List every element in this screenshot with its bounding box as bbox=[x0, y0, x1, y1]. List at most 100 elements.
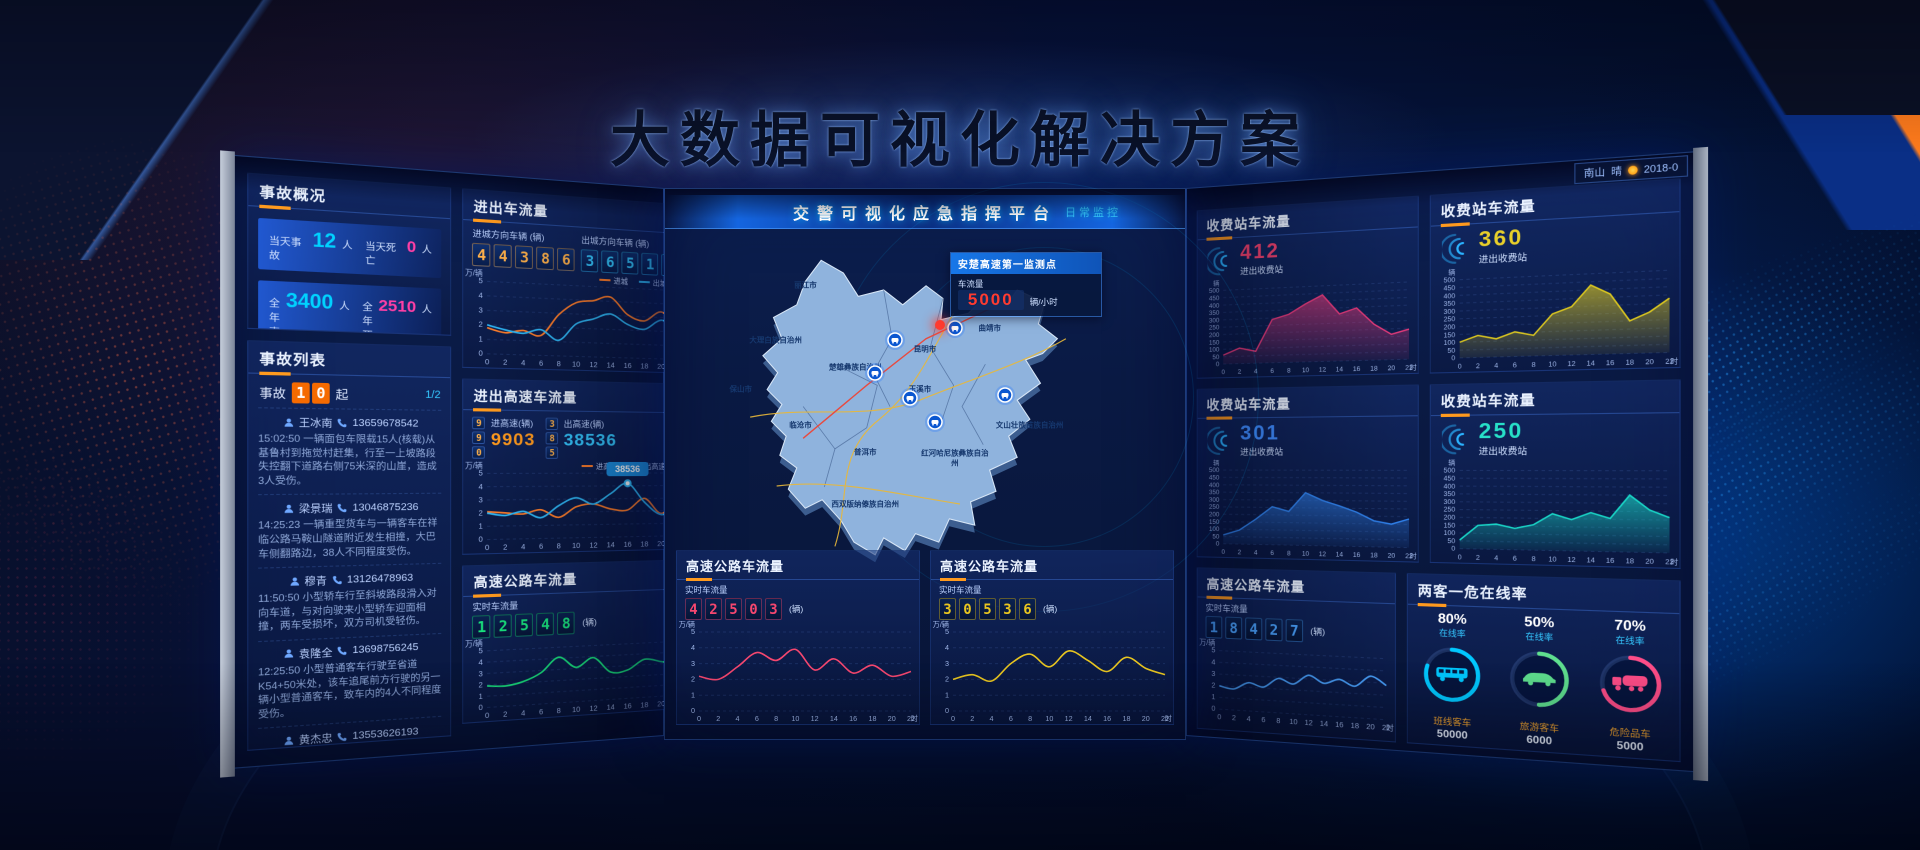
svg-text:12: 12 bbox=[811, 714, 819, 723]
svg-text:2: 2 bbox=[479, 321, 484, 329]
svg-text:4: 4 bbox=[945, 643, 949, 652]
svg-text:8: 8 bbox=[557, 708, 561, 716]
incident-point-marker[interactable] bbox=[934, 319, 945, 330]
svg-text:10: 10 bbox=[573, 361, 581, 369]
svg-text:14: 14 bbox=[1336, 552, 1344, 559]
accident-list-item[interactable]: 王冰南 13659678542 15:02:50 一辆面包车限载15人(核载)从… bbox=[258, 407, 442, 495]
accident-stat-row-year: 全年事故 3400 人 全年死亡 2510 人 bbox=[258, 280, 442, 336]
svg-text:6: 6 bbox=[1009, 714, 1013, 723]
svg-text:万/辆: 万/辆 bbox=[1199, 638, 1215, 648]
svg-text:4: 4 bbox=[990, 714, 994, 723]
svg-text:150: 150 bbox=[1444, 523, 1456, 530]
svg-text:5: 5 bbox=[479, 470, 484, 478]
gauge-vehicle-type: 旅游客车 bbox=[1519, 720, 1560, 735]
gauge-ring bbox=[1419, 641, 1486, 714]
svg-text:3: 3 bbox=[945, 659, 949, 668]
panel-title: 高速公路车流量 bbox=[1197, 568, 1395, 605]
accident-list-item[interactable]: 穆青 13126478963 11:50:50 小型轿车行至斜坡路段滑入对向车道… bbox=[258, 562, 442, 641]
police-map-marker[interactable] bbox=[899, 387, 921, 409]
police-map-marker[interactable] bbox=[884, 329, 906, 351]
accident-list-item[interactable]: 梁景瑞 13046875236 14:25:23 一辆重型货车与一辆客车在祥临公… bbox=[258, 493, 442, 568]
pagination[interactable]: 1/2 bbox=[425, 389, 441, 402]
police-map-marker[interactable] bbox=[994, 384, 1016, 406]
police-map-marker[interactable] bbox=[924, 411, 946, 433]
panel-highway-traffic-4: 高速公路车流量 实时车流量 1 8 4 2 7 (辆) 0 1 2 3 4 5 万/辆 0 2 4 6 8 10 1… bbox=[1196, 567, 1396, 743]
svg-text:1: 1 bbox=[1211, 694, 1215, 702]
sonar-icon bbox=[1442, 422, 1471, 456]
svg-text:0: 0 bbox=[691, 706, 695, 715]
svg-text:2: 2 bbox=[1232, 715, 1236, 723]
svg-text:3: 3 bbox=[1211, 671, 1215, 679]
svg-text:16: 16 bbox=[624, 703, 632, 711]
screen-edge-left bbox=[220, 150, 235, 778]
svg-text:4: 4 bbox=[1494, 556, 1499, 563]
svg-text:300: 300 bbox=[1444, 309, 1456, 316]
svg-text:0: 0 bbox=[1451, 356, 1456, 363]
highway-line-chart-4: 0 1 2 3 4 5 万/辆 0 2 4 6 8 10 12 14 16 18 20 22 时 bbox=[1198, 638, 1395, 742]
svg-text:2: 2 bbox=[504, 359, 508, 367]
svg-text:辆: 辆 bbox=[1448, 268, 1455, 277]
person-icon bbox=[284, 504, 294, 513]
svg-text:时: 时 bbox=[1410, 363, 1417, 372]
panel-toll-traffic: 收费站车流量 360 进出收费站 bbox=[1429, 178, 1681, 374]
svg-text:18: 18 bbox=[1370, 553, 1378, 560]
svg-text:3: 3 bbox=[691, 659, 695, 668]
svg-text:10: 10 bbox=[573, 543, 581, 551]
svg-text:18: 18 bbox=[1351, 722, 1360, 730]
svg-text:0: 0 bbox=[1458, 555, 1463, 562]
map-tooltip-title: 安楚高速第一监测点 bbox=[950, 253, 1101, 275]
gauge-sublabel: 在线率 bbox=[1438, 628, 1466, 639]
svg-text:8: 8 bbox=[1028, 714, 1032, 723]
accident-contact-name: 袁隆全 bbox=[298, 647, 333, 662]
panel-title: 事故概况 bbox=[248, 173, 451, 220]
svg-text:时: 时 bbox=[1670, 356, 1678, 366]
panel-highway-traffic-1: 高速公路车流量 实时车流量 1 2 5 4 8 (辆) 0 1 2 3 4 5 万/辆 0 2 4 6 8 10 1… bbox=[462, 559, 687, 724]
svg-text:0: 0 bbox=[485, 359, 490, 367]
svg-text:100: 100 bbox=[1444, 340, 1456, 347]
svg-text:6: 6 bbox=[539, 360, 543, 368]
svg-text:2: 2 bbox=[716, 714, 720, 723]
svg-text:0: 0 bbox=[479, 704, 484, 712]
gauge-vehicle-count: 5000 bbox=[1616, 739, 1644, 755]
svg-text:2: 2 bbox=[479, 682, 484, 690]
svg-text:4: 4 bbox=[522, 710, 526, 718]
svg-text:12: 12 bbox=[590, 542, 598, 550]
accident-description: 12:25:50 小型普通客车行驶至省道K54+50米处，该车追尾前方行驶的另一… bbox=[258, 658, 442, 720]
svg-text:38536: 38536 bbox=[616, 464, 641, 475]
panel-toll-traffic: 收费站车流量 250 进出收费站 bbox=[1429, 379, 1681, 570]
accident-list-item[interactable]: 袁隆全 13698756245 12:25:50 小型普通客车行驶至省道K54+… bbox=[258, 632, 442, 729]
phone-icon bbox=[338, 418, 347, 427]
svg-text:万/辆: 万/辆 bbox=[466, 461, 484, 471]
accident-description: 11:50:50 小型轿车行至斜坡路段滑入对向车道，与对向驶来小型轿车迎面相撞，… bbox=[258, 587, 437, 633]
svg-text:450: 450 bbox=[1444, 476, 1456, 483]
screen-edge-right bbox=[1693, 146, 1709, 782]
police-map-marker[interactable] bbox=[864, 362, 886, 384]
svg-text:18: 18 bbox=[1626, 360, 1635, 367]
svg-text:18: 18 bbox=[641, 541, 649, 549]
svg-text:12: 12 bbox=[1319, 552, 1327, 559]
svg-text:8: 8 bbox=[774, 714, 778, 723]
phone-icon bbox=[338, 647, 347, 656]
svg-text:2: 2 bbox=[945, 675, 949, 684]
stat-label: 当天死亡 bbox=[365, 240, 397, 267]
toll-count-label: 进出收费站 bbox=[1478, 445, 1528, 457]
svg-text:0: 0 bbox=[1217, 714, 1221, 722]
gauge-ring bbox=[1594, 649, 1667, 725]
svg-text:辆: 辆 bbox=[1448, 458, 1455, 467]
accident-stat-row-today: 当天事故 12 人 当天死亡 0 人 bbox=[258, 217, 442, 279]
svg-text:14: 14 bbox=[830, 714, 838, 723]
svg-text:400: 400 bbox=[1444, 484, 1456, 491]
svg-text:0: 0 bbox=[1211, 706, 1215, 714]
police-map-marker[interactable] bbox=[944, 317, 966, 339]
svg-text:8: 8 bbox=[1287, 551, 1291, 558]
svg-text:2: 2 bbox=[1238, 550, 1242, 556]
svg-text:12: 12 bbox=[1567, 361, 1576, 368]
svg-text:200: 200 bbox=[1444, 325, 1456, 332]
